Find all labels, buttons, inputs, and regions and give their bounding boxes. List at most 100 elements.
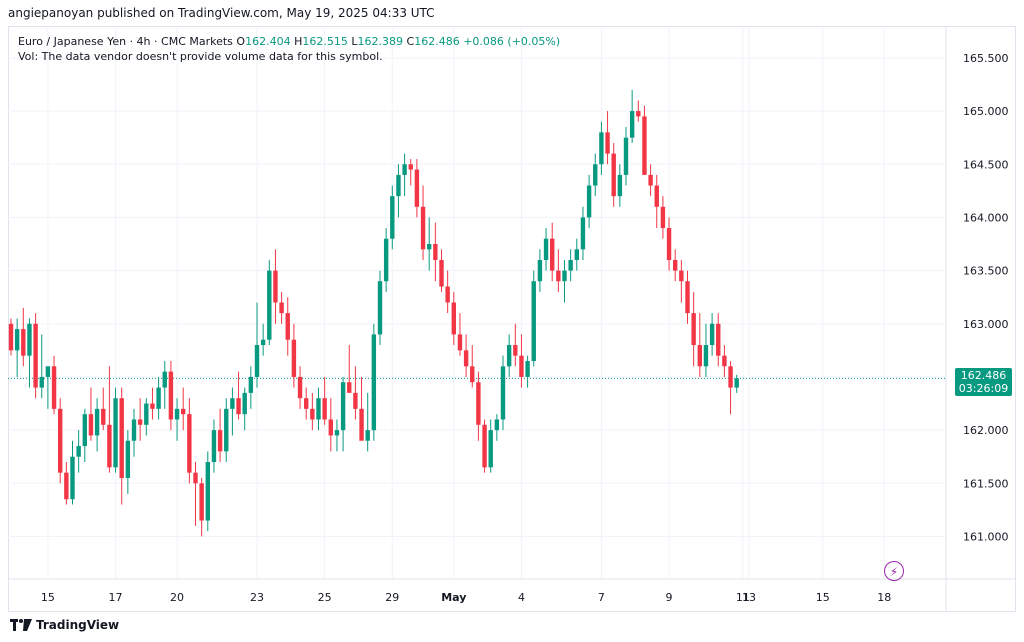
candle-body [285, 313, 290, 340]
candle-body [131, 419, 137, 441]
candle-body [51, 366, 57, 409]
candle-body [586, 185, 592, 218]
candle-body [537, 259, 543, 282]
candle-body [556, 270, 561, 282]
candle-body [506, 345, 512, 367]
candlestick-chart[interactable]: 161.000161.500162.000162.500163.000163.5… [8, 26, 1016, 612]
candle-body [58, 408, 63, 473]
candle-body [396, 174, 401, 197]
candle-body [150, 403, 155, 409]
candle-body [347, 382, 352, 393]
candle-body [88, 414, 94, 436]
candle-body [39, 376, 44, 388]
candle-body [494, 419, 500, 431]
candle-body [463, 350, 469, 367]
x-tick-label: 13 [742, 591, 756, 604]
candle-body [623, 137, 629, 175]
chart-frame [8, 26, 1016, 612]
low-label: L [351, 35, 358, 48]
candle-body [654, 185, 659, 207]
candle-body [267, 270, 272, 340]
candle-body [599, 132, 604, 165]
candle-body [322, 398, 327, 420]
y-tick-label: 165.500 [963, 52, 1009, 65]
candle-body [500, 366, 506, 420]
candle-body [45, 366, 51, 377]
lightning-icon[interactable]: ⚡ [884, 561, 904, 581]
footer-brand[interactable]: TradingView [10, 618, 119, 632]
candle-body [297, 376, 303, 399]
candle-body [629, 111, 635, 138]
open-label: O [236, 35, 246, 48]
candle-body [162, 371, 167, 388]
candle-body [187, 414, 192, 473]
candle-body [439, 259, 444, 287]
close-value: 162.486 [414, 35, 460, 48]
candle-body [427, 244, 432, 250]
candle-body [328, 419, 333, 436]
candle-body [94, 408, 100, 436]
last-price-tag: 162.486 03:26:09 [955, 368, 1012, 396]
candle-body [199, 483, 204, 521]
candle-body [334, 430, 340, 436]
candle-body [593, 164, 598, 186]
candle-body [254, 345, 260, 377]
candle-body [685, 281, 690, 314]
candle-body [488, 430, 493, 468]
high-label: H [294, 35, 303, 48]
candle-body [734, 378, 739, 388]
candle-body [728, 366, 733, 388]
low-value: 162.389 [357, 35, 404, 48]
candle-body [550, 238, 555, 271]
candle-body [445, 286, 450, 303]
candle-body [525, 360, 530, 377]
x-tick-label: 20 [170, 591, 184, 604]
candle-body [205, 462, 210, 521]
candle-body [679, 270, 684, 282]
candle-body [236, 398, 241, 415]
candle-body [14, 329, 20, 351]
candle-body [513, 345, 518, 356]
y-tick-label: 162.000 [963, 424, 1009, 437]
x-tick-label: 25 [318, 591, 332, 604]
symbol-name: Euro / Japanese Yen · 4h · CMC Markets [18, 35, 233, 48]
volume-note: Vol: The data vendor doesn't provide vol… [18, 50, 383, 63]
x-tick-label: 15 [816, 591, 830, 604]
candle-body [691, 313, 696, 346]
candle-body [119, 398, 124, 478]
candle-body [697, 345, 702, 367]
candle-body [316, 398, 321, 420]
candle-body [340, 382, 346, 431]
candle-body [76, 446, 81, 457]
candle-body [660, 206, 666, 229]
x-tick-label: 18 [877, 591, 891, 604]
tradingview-logo-icon [10, 619, 32, 631]
candle-body [642, 116, 647, 175]
candle-body [611, 153, 616, 197]
candle-body [451, 302, 456, 335]
close-label: C [406, 35, 415, 48]
y-tick-label: 163.000 [963, 318, 1009, 331]
candle-body [568, 259, 573, 271]
candle-body [273, 270, 278, 303]
candle-body [531, 281, 536, 361]
candle-body [279, 302, 284, 314]
candle-body [709, 323, 715, 346]
x-tick-label: 15 [41, 591, 55, 604]
candle-body [137, 419, 143, 425]
change-value: +0.086 (+0.05%) [463, 35, 561, 48]
y-tick-label: 161.500 [963, 477, 1009, 490]
candle-body [101, 408, 106, 425]
candle-body [304, 398, 309, 409]
candle-body [33, 323, 38, 388]
candle-body [617, 174, 623, 197]
candle-body [27, 323, 32, 356]
candle-body [580, 217, 586, 250]
candle-body [648, 174, 653, 186]
candle-body [519, 355, 524, 377]
candle-body [377, 281, 383, 335]
candle-body [125, 440, 131, 478]
candle-body [470, 366, 475, 383]
candle-body [107, 424, 112, 468]
candle-body [457, 334, 463, 351]
